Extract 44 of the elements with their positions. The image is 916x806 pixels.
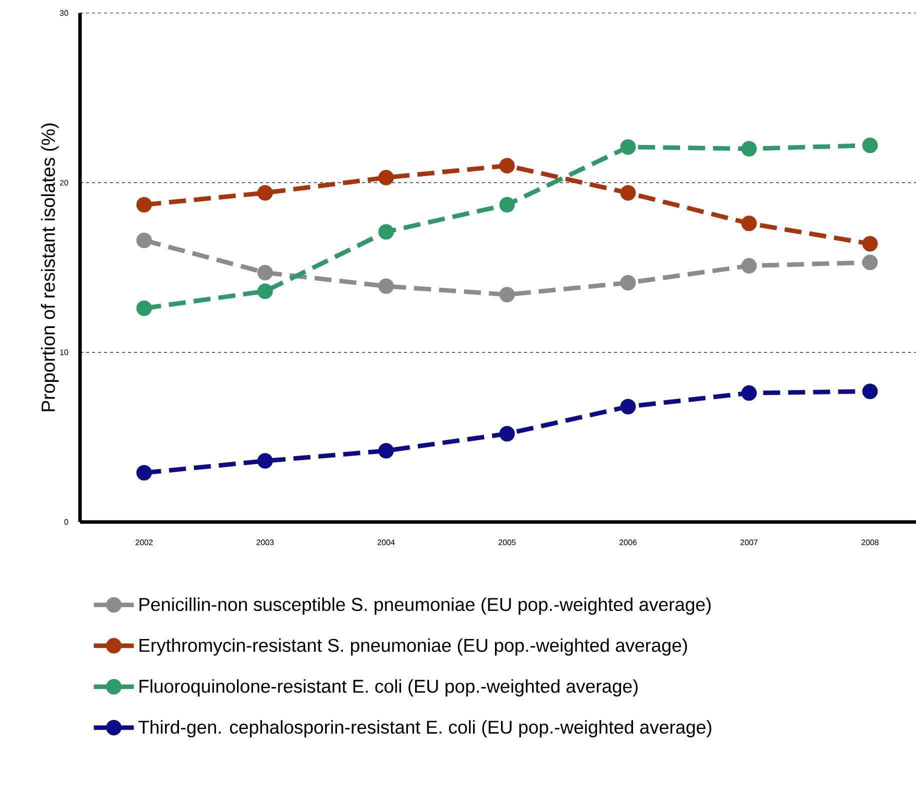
point	[136, 300, 152, 316]
point	[741, 140, 757, 156]
point	[257, 185, 273, 201]
y-tick-label: 10	[60, 349, 68, 356]
point	[136, 232, 152, 248]
point	[378, 278, 394, 294]
point	[862, 138, 878, 154]
point	[499, 286, 515, 302]
x-tick-label: 2005	[498, 540, 516, 546]
point	[862, 236, 878, 252]
point	[862, 254, 878, 270]
point	[499, 158, 515, 174]
point	[741, 216, 757, 232]
x-tick-label: 2004	[378, 540, 395, 546]
point	[499, 426, 515, 442]
point	[257, 283, 273, 299]
point	[257, 453, 273, 469]
x-tick-label: 2008	[862, 540, 879, 546]
x-tick-label: 2006	[620, 540, 637, 546]
point	[620, 185, 636, 201]
point	[620, 139, 636, 155]
legend-label: Fluoroquinolone-resistant E. coli (EU pop.-weighted average)	[140, 679, 638, 697]
legend-label: Penicillin-non susceptible S. pneumoniae (EU pop.-weighted average)	[140, 597, 711, 615]
point	[378, 442, 394, 458]
point	[620, 275, 636, 291]
point	[257, 264, 273, 280]
x-tick-label: 2003	[256, 540, 274, 546]
y-axis-title: Proportion of resistant isolates (%)	[41, 124, 59, 412]
point	[741, 385, 757, 401]
y-tick-label: 0	[64, 519, 68, 525]
point	[862, 384, 878, 400]
point	[136, 465, 152, 481]
legend-label: Third-gen. cephalosporin-resistant E. coli (EU pop.-weighted average)	[138, 720, 712, 738]
y-tick-label: 20	[60, 180, 68, 186]
x-tick-label: 2007	[740, 540, 758, 546]
point	[378, 224, 394, 240]
point	[499, 196, 515, 212]
point	[136, 196, 152, 212]
point	[741, 258, 757, 274]
legend-label: Erythromycin-resistant S. pneumoniae (EU pop.-weighted average)	[140, 638, 687, 656]
x-tick-label: 2002	[136, 540, 153, 546]
y-tick-label: 30	[60, 10, 68, 16]
point	[620, 398, 636, 414]
point	[378, 170, 394, 186]
